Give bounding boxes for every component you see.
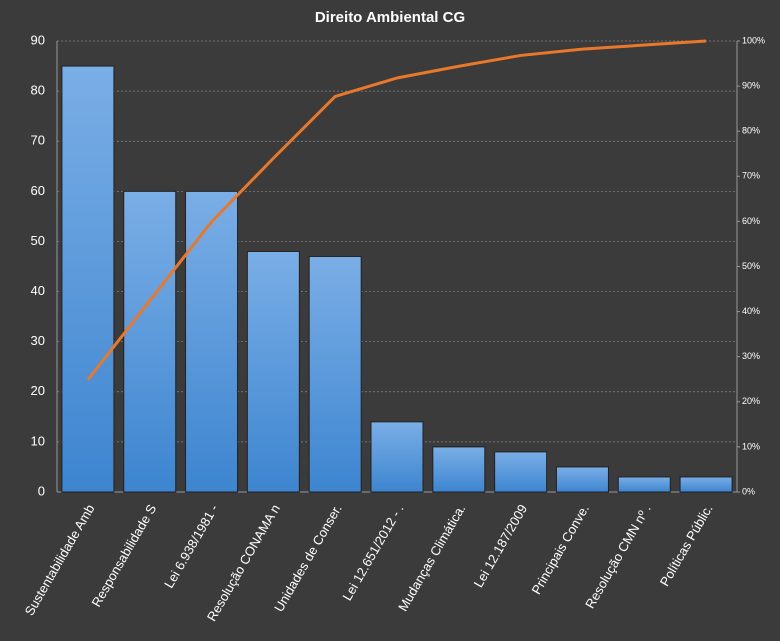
chart-title: Direito Ambiental CG	[315, 9, 465, 26]
x-tick-label: Lei 12.187/2009	[471, 502, 531, 590]
y-tick-label: 40	[31, 283, 45, 298]
y-tick-label: 0	[38, 483, 45, 498]
bar	[494, 451, 548, 493]
x-tick-label: Lei 12.651/2012 - .	[339, 502, 406, 603]
x-tick-label: Lei 6.938/1981 -	[161, 502, 221, 591]
x-tick-label: Responsabilidade S	[88, 501, 159, 609]
y2-tick-label: 30%	[742, 351, 760, 361]
cumulative-line	[86, 39, 707, 381]
y2-tick-label: 50%	[742, 261, 760, 271]
x-tick-label: Políticas Públic.	[657, 502, 716, 589]
y2-tick-label: 0%	[742, 486, 755, 496]
y2-tick-label: 20%	[742, 396, 760, 406]
y-tick-label: 50	[31, 233, 45, 248]
x-tick-label: Sustentabilidade Amb	[22, 502, 98, 618]
y-tick-label: 20	[31, 383, 45, 398]
x-tick-label: Mudanças Climática.	[395, 502, 468, 614]
y2-tick-label: 60%	[742, 216, 760, 226]
bar	[370, 421, 424, 493]
bar	[185, 190, 239, 493]
bar	[308, 255, 362, 493]
y-tick-label: 90	[31, 32, 45, 47]
bar	[123, 190, 177, 493]
x-tick-label: Principais Conve.	[528, 502, 592, 597]
y-tick-label: 30	[31, 333, 45, 348]
y-tick-label: 80	[31, 83, 45, 98]
y-tick-label: 60	[31, 183, 45, 198]
bar	[679, 476, 733, 493]
bar	[432, 446, 486, 493]
y2-tick-label: 70%	[742, 171, 760, 181]
y2-tick-label: 90%	[742, 80, 760, 90]
bar	[246, 250, 300, 493]
bar	[617, 476, 671, 493]
bar	[555, 466, 609, 493]
y2-tick-label: 80%	[742, 126, 760, 136]
y2-tick-label: 10%	[742, 441, 760, 451]
y2-tick-label: 40%	[742, 306, 760, 316]
x-tick-label: Resolução CMN nº .	[582, 502, 654, 611]
y-tick-label: 70	[31, 133, 45, 148]
y2-tick-label: 100%	[742, 35, 765, 45]
bar	[61, 65, 115, 493]
y-tick-label: 10	[31, 433, 45, 448]
x-tick-label: Unidades de Conser.	[271, 502, 345, 615]
